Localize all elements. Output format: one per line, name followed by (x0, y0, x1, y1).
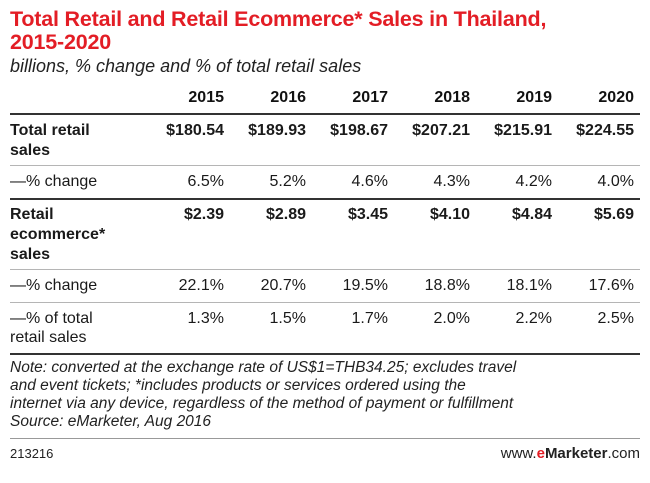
row-label-line: ecommerce* (10, 226, 106, 243)
table-cell: 4.6% (351, 173, 388, 190)
row-label: —% change (10, 173, 98, 190)
row-label-line: Retail (10, 206, 54, 223)
table-cell: $4.84 (511, 206, 552, 223)
table-cell: 6.5% (187, 173, 224, 190)
row-label-line: sales (10, 246, 51, 263)
footer-divider (10, 438, 640, 439)
brand-name: Marketer (544, 445, 608, 462)
chart-id: 213216 (10, 446, 54, 461)
table-cell: $224.55 (576, 122, 634, 139)
note-line: Note: converted at the exchange rate of … (10, 359, 517, 376)
table-cell: 1.7% (351, 310, 388, 327)
row-label-line: sales (10, 142, 51, 159)
table-header-year: 2016 (270, 89, 306, 106)
row-label-line: Total retail (10, 122, 90, 139)
footer: 213216 www.eMarketer.com (10, 445, 640, 462)
table-row-pct-of-total-retail: —% of total retail sales 1.3% 1.5% 1.7% … (10, 302, 640, 354)
chart-note: Note: converted at the exchange rate of … (10, 359, 640, 431)
table-bottom-divider (10, 353, 640, 355)
row-label: Total retail sales (10, 114, 148, 166)
table-cell: $3.45 (347, 206, 388, 223)
table-cell: $207.21 (412, 122, 470, 139)
table-cell: $180.54 (166, 122, 224, 139)
table-cell: $4.10 (429, 206, 470, 223)
table-cell: $189.93 (248, 122, 306, 139)
source-line: Source: eMarketer, Aug 2016 (10, 413, 212, 430)
table-cell: 5.2% (269, 173, 306, 190)
row-label: —% of total retail sales (10, 303, 148, 354)
table-cell: 1.3% (187, 310, 224, 327)
note-line: internet via any device, regardless of t… (10, 395, 514, 412)
chart-title-line-2: 2015-2020 (10, 30, 112, 54)
note-line: and event tickets; *includes products or… (10, 377, 466, 394)
table-header-year: 2017 (352, 89, 388, 106)
table-cell: 1.5% (269, 310, 306, 327)
row-label: Retail ecommerce* sales (10, 199, 148, 270)
table-header-year: 2015 (188, 89, 224, 106)
chart-title: Total Retail and Retail Ecommerce* Sales… (10, 8, 640, 54)
table-header-year: 2020 (598, 89, 634, 106)
table-cell: 4.2% (515, 173, 552, 190)
table-cell: 17.6% (588, 277, 634, 294)
table-cell: 4.3% (433, 173, 470, 190)
row-label-line: retail sales (10, 329, 87, 346)
table-cell: 18.8% (424, 277, 470, 294)
table-cell: 19.5% (342, 277, 388, 294)
data-table: 2015 2016 2017 2018 2019 2020 Total reta… (10, 85, 640, 353)
table-header-year: 2018 (434, 89, 470, 106)
table-cell: $2.89 (265, 206, 306, 223)
table-cell: 2.2% (515, 310, 552, 327)
table-row-retail-ecommerce-sales: Retail ecommerce* sales $2.39 $2.89 $3.4… (10, 199, 640, 270)
table-cell: 22.1% (178, 277, 224, 294)
table-row-ecommerce-pct-change: —% change 22.1% 20.7% 19.5% 18.8% 18.1% … (10, 269, 640, 303)
table-cell: $2.39 (183, 206, 224, 223)
table-cell: $198.67 (330, 122, 388, 139)
table-cell: 2.0% (433, 310, 470, 327)
table-cell: 20.7% (260, 277, 306, 294)
row-label-line: —% of total (10, 310, 93, 327)
brand-suffix: .com (607, 445, 640, 462)
brand-logo: www.eMarketer.com (501, 445, 640, 462)
brand-prefix: www. (500, 445, 537, 462)
table-header-corner (10, 85, 148, 114)
table-row-total-retail-sales: Total retail sales $180.54 $189.93 $198.… (10, 114, 640, 166)
table-header-year: 2019 (516, 89, 552, 106)
table-header-row: 2015 2016 2017 2018 2019 2020 (10, 85, 640, 114)
table-row-total-pct-change: —% change 6.5% 5.2% 4.6% 4.3% 4.2% 4.0% (10, 165, 640, 200)
table-cell: $215.91 (494, 122, 552, 139)
chart-title-line-1: Total Retail and Retail Ecommerce* Sales… (10, 7, 547, 31)
brand-mark: e (536, 445, 545, 462)
row-label: —% change (10, 277, 98, 294)
table-cell: $5.69 (593, 206, 634, 223)
table-cell: 4.0% (597, 173, 634, 190)
table-cell: 18.1% (506, 277, 552, 294)
chart-subtitle: billions, % change and % of total retail… (10, 56, 362, 76)
table-cell: 2.5% (597, 310, 634, 327)
